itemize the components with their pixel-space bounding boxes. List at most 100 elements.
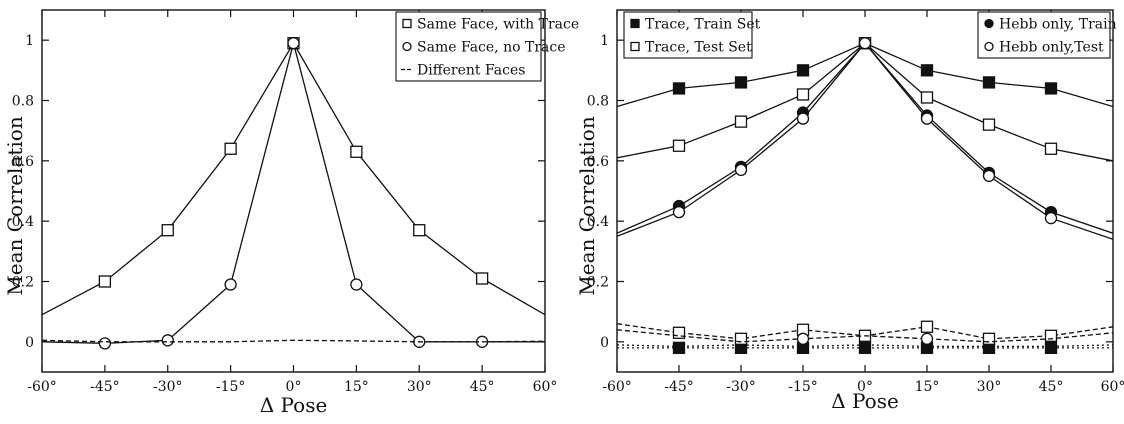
y-tick-label: 0.6 — [587, 154, 609, 170]
x-tick-label: -45° — [664, 379, 694, 395]
legend-marker — [630, 18, 640, 29]
data-point — [350, 278, 363, 291]
legend-marker — [402, 41, 412, 52]
data-point — [858, 37, 872, 50]
y-axis-title: Mean Correlation — [575, 116, 599, 296]
data-point — [224, 278, 237, 291]
y-tick-label: 0.8 — [12, 94, 34, 110]
data-point — [920, 112, 934, 125]
data-point — [734, 76, 748, 89]
right-chart-panel: -60° -45° -30° -15° 0° 15° 30° 45° 60° 0 0.2 0.4 0.6… — [575, 9, 1124, 413]
data-point — [672, 341, 686, 355]
data-point — [224, 142, 237, 155]
data-point — [287, 37, 300, 50]
data-point — [920, 91, 934, 104]
x-tick-label: 60° — [1101, 379, 1124, 395]
data-point — [796, 88, 810, 101]
x-tick-label: 60° — [533, 379, 558, 395]
data-point — [796, 112, 810, 125]
legend-label: Hebb only, Train — [999, 17, 1117, 33]
legend-label: Same Face, no Trace — [417, 40, 565, 56]
legend-box — [623, 11, 753, 59]
data-point — [1044, 82, 1058, 95]
x-tick-label: 45° — [470, 379, 495, 395]
x-tick-label: 45° — [1039, 379, 1064, 395]
x-tick-label: 30° — [977, 379, 1002, 395]
x-axis-title: Δ Pose — [831, 389, 899, 413]
series-line — [42, 40, 545, 344]
y-tick-label: 1 — [25, 33, 34, 49]
data-point — [920, 64, 934, 77]
data-point — [672, 139, 686, 152]
x-tick-label: -15° — [216, 379, 246, 395]
data-point — [920, 332, 934, 345]
y-tick-label: 1 — [600, 33, 609, 49]
x-tick-label: 15° — [344, 379, 369, 395]
x-tick-label: -15° — [788, 379, 818, 395]
x-tick-label: 0° — [286, 379, 302, 395]
legend: Hebb only, Train Hebb only,Test — [977, 11, 1117, 59]
x-tick-label: -30° — [153, 379, 183, 395]
y-tick-label: 0.4 — [587, 214, 609, 230]
x-tick-label: 15° — [915, 379, 940, 395]
x-tick-label: 0° — [857, 379, 873, 395]
data-point — [734, 163, 748, 177]
y-tick-label: 0.8 — [587, 94, 609, 110]
y-tick-label: 0.6 — [12, 154, 34, 170]
legend: Same Face, with Trace Same Face, no Trace… — [395, 11, 579, 82]
legend-marker — [984, 41, 994, 52]
data-point — [734, 115, 748, 128]
data-point — [98, 275, 112, 288]
legend-box — [395, 11, 542, 82]
series-line — [42, 339, 545, 343]
y-tick-label: 0 — [25, 335, 34, 351]
y-tick-label: 0.2 — [12, 275, 34, 291]
legend-box — [977, 11, 1111, 59]
series-line — [617, 42, 1113, 162]
data-point — [161, 224, 174, 237]
data-point — [1044, 341, 1058, 355]
data-point — [796, 64, 810, 77]
data-point — [920, 320, 934, 333]
data-point — [413, 224, 426, 237]
legend-label: Same Face, with Trace — [417, 17, 579, 33]
data-point — [858, 341, 872, 355]
plot-frame — [616, 9, 1114, 373]
y-tick-label: 0.4 — [12, 214, 34, 230]
series-line — [617, 329, 1113, 343]
data-point — [672, 205, 686, 219]
data-point — [350, 145, 363, 158]
data-point — [672, 82, 686, 95]
y-tick-label: 0.2 — [587, 275, 609, 291]
series-line — [617, 42, 1113, 234]
x-tick-label: -60° — [602, 379, 632, 395]
data-point — [982, 332, 996, 345]
left-chart-panel: -60° -45° -30° -15° 0° 15° 30° 45° 60° 0 0.2 0.4 0.6… — [3, 9, 579, 417]
data-point — [796, 332, 810, 345]
x-tick-label: -30° — [726, 379, 756, 395]
x-tick-label: 30° — [407, 379, 432, 395]
data-point — [475, 272, 489, 285]
data-point — [161, 334, 174, 347]
data-point — [1044, 142, 1058, 155]
legend-label: Different Faces — [417, 63, 525, 79]
legend-label: Trace, Train Set — [645, 17, 761, 33]
data-point — [672, 326, 686, 339]
series-line — [42, 41, 545, 316]
legend-marker — [402, 18, 412, 29]
legend: Trace, Train Set Trace, Test Set — [623, 11, 761, 59]
legend-marker — [984, 18, 994, 29]
data-point — [982, 118, 996, 131]
data-point — [98, 337, 112, 350]
data-point — [982, 76, 996, 89]
y-axis-title: Mean Correlation — [3, 116, 27, 296]
x-tick-label: -60° — [27, 379, 57, 395]
data-point — [1044, 211, 1058, 225]
y-tick-label: 0 — [600, 335, 609, 351]
x-tick-label: -45° — [90, 379, 120, 395]
data-point — [982, 169, 996, 183]
data-point — [734, 332, 748, 345]
data-point — [1044, 329, 1058, 342]
x-axis-title: Δ Pose — [260, 393, 328, 417]
